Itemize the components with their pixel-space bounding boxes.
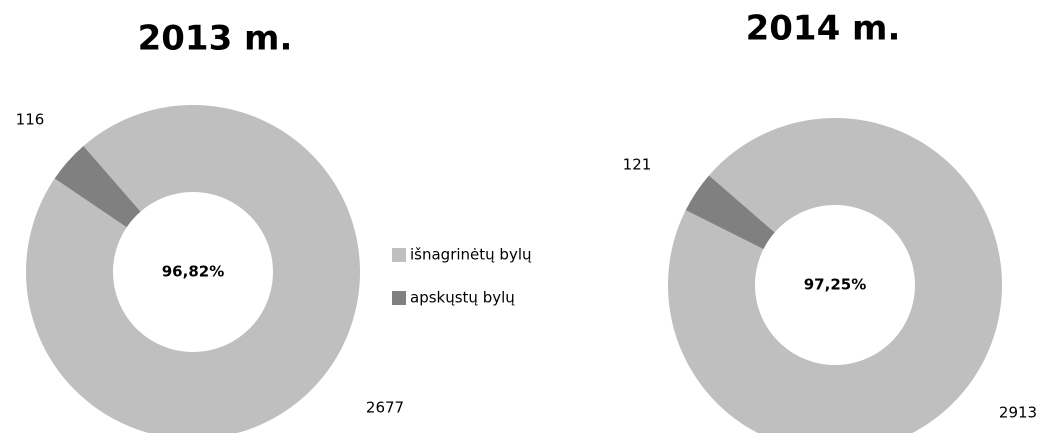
chart-title: 2013 m. (138, 19, 293, 59)
data-label: 2677 (366, 399, 404, 417)
center-label: 96,82% (162, 263, 224, 281)
data-label: 121 (623, 156, 652, 174)
legend-label: išnagrinėtų bylų (410, 246, 532, 264)
donut-slice (54, 145, 141, 228)
legend-label: apskųstų bylų (410, 289, 515, 307)
center-label: 97,25% (804, 276, 866, 294)
legend-swatch (392, 248, 406, 262)
donut-slice (26, 105, 360, 433)
legend-swatch (392, 291, 406, 305)
donut-slice (668, 118, 1002, 433)
data-label: 116 (16, 111, 45, 129)
data-label: 2913 (999, 404, 1037, 422)
donut-slice (685, 175, 775, 250)
chart-title: 2014 m. (746, 9, 901, 49)
